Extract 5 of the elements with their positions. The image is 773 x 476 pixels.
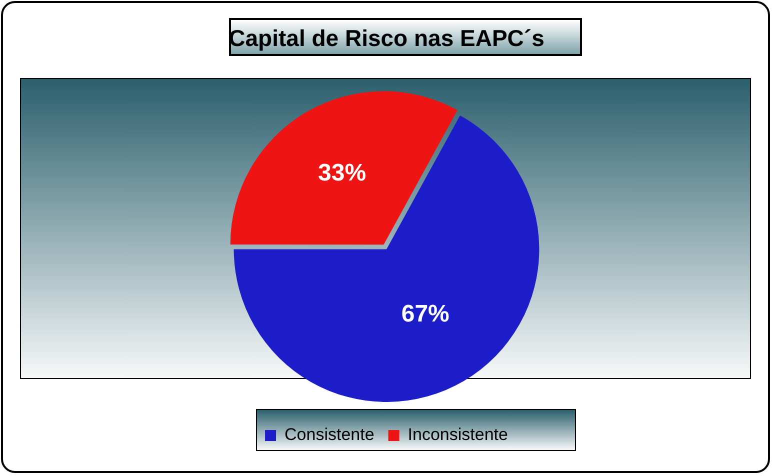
data-label: 67% (401, 300, 450, 328)
legend-label: Consistente (284, 425, 374, 444)
chart-title: Capital de Risco nas EAPC´s (228, 25, 544, 52)
data-label: 33% (318, 160, 366, 187)
legend-label: Inconsistente (408, 425, 508, 444)
